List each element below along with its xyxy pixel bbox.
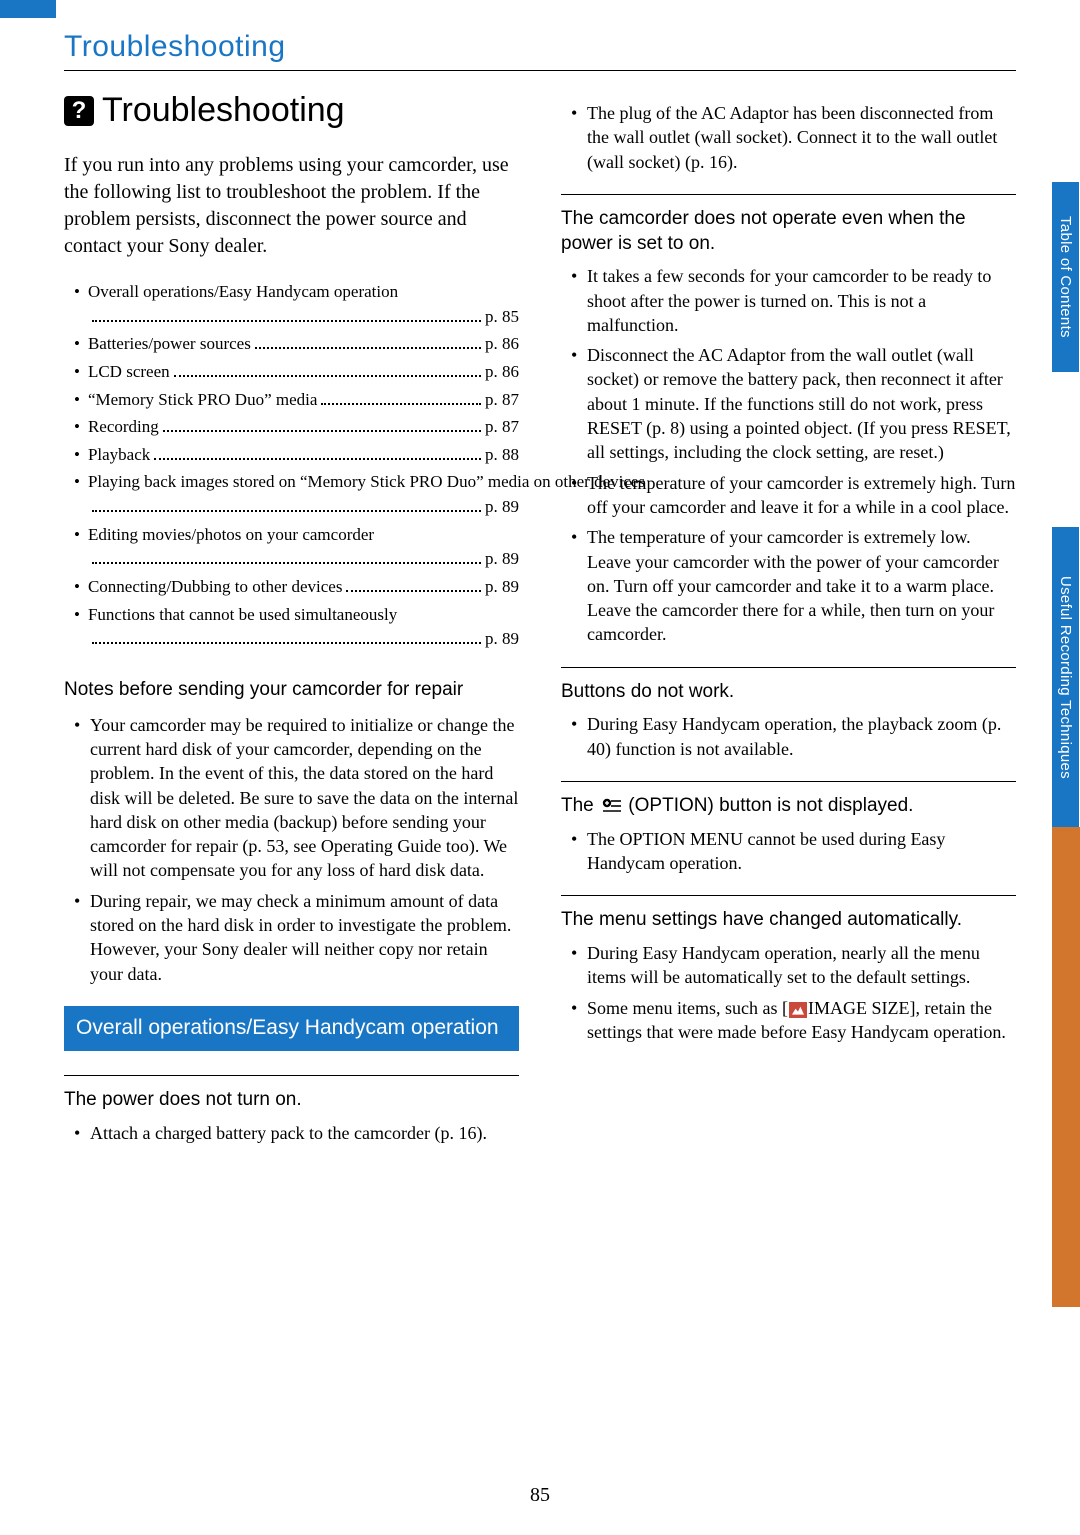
issue-bullets: During Easy Handycam operation, the play… [571,712,1016,761]
issues-left: The power does not turn on. Attach a char… [64,1075,519,1145]
header-accent [0,0,56,18]
issue-bullet: It takes a few seconds for your camcorde… [571,264,1016,337]
issue-divider [561,194,1016,195]
issue-bullets: During Easy Handycam operation, nearly a… [571,941,1016,1044]
toc-item[interactable]: Overall operations/Easy Handycam operati… [74,280,519,329]
option-icon [601,798,621,814]
issue-bullet: Disconnect the AC Adaptor from the wall … [571,343,1016,464]
page-content: Troubleshooting ? Troubleshooting If you… [0,0,1080,1165]
toc-page: p. 86 [485,360,519,385]
toc-page: p. 87 [485,388,519,413]
page-title: ? Troubleshooting [64,91,519,130]
toc-item[interactable]: Playing back images stored on “Memory St… [74,470,519,519]
toc-item[interactable]: Batteries/power sources p. 86 [74,332,519,357]
toc-item[interactable]: “Memory Stick PRO Duo” media p. 87 [74,388,519,413]
toc-label: Playback [88,443,150,468]
issue-title: The (OPTION) button is not displayed. [561,794,1016,819]
toc-dots [92,642,481,644]
chapter-divider [64,70,1016,71]
toc-dots [92,562,481,564]
section-bar: Overall operations/Easy Handycam operati… [64,1006,519,1051]
issue-bullet: During Easy Handycam operation, the play… [571,712,1016,761]
toc-label: Overall operations/Easy Handycam operati… [88,280,398,305]
toc-item[interactable]: Editing movies/photos on your camcorder p… [74,523,519,572]
left-column: ? Troubleshooting If you run into any pr… [64,85,519,1165]
toc-page: p. 89 [485,627,519,652]
issue-divider [561,781,1016,782]
issue-bullet: Some menu items, such as [IMAGE SIZE], r… [571,996,1016,1045]
toc-dots [321,403,481,405]
toc-label: Connecting/Dubbing to other devices [88,575,342,600]
notes-heading: Notes before sending your camcorder for … [64,678,519,703]
page-title-text: Troubleshooting [102,91,345,130]
toc-item[interactable]: LCD screen p. 86 [74,360,519,385]
issue-divider [561,667,1016,668]
issue-bullets-continued: The plug of the AC Adaptor has been disc… [571,101,1016,174]
toc-dots [92,320,481,322]
toc-list: Overall operations/Easy Handycam operati… [74,280,519,652]
toc-page: p. 89 [485,547,519,572]
issue-divider [64,1075,519,1076]
image-size-icon [789,1002,807,1018]
issue-bullet: During Easy Handycam operation, nearly a… [571,941,1016,990]
toc-page: p. 89 [485,575,519,600]
issue-bullets: Attach a charged battery pack to the cam… [74,1121,519,1145]
toc-item[interactable]: Functions that cannot be used simultaneo… [74,603,519,652]
question-icon: ? [64,96,94,126]
toc-page: p. 89 [485,495,519,520]
toc-page: p. 88 [485,443,519,468]
toc-item[interactable]: Playback p. 88 [74,443,519,468]
toc-label: LCD screen [88,360,170,385]
toc-dots [346,590,481,592]
toc-label: Batteries/power sources [88,332,251,357]
issue-bullet: The temperature of your camcorder is ext… [571,525,1016,646]
page-number: 85 [0,1484,1080,1507]
toc-label: Editing movies/photos on your camcorder [88,523,374,548]
note-item: Your camcorder may be required to initia… [74,713,519,883]
toc-label: Functions that cannot be used simultaneo… [88,603,397,628]
tab-useful-recording[interactable]: Useful Recording Techniques [1052,527,1079,827]
toc-page: p. 85 [485,305,519,330]
chapter-title: Troubleshooting [64,30,1016,64]
issue-divider [561,895,1016,896]
toc-dots [174,375,481,377]
issue-bullet: The temperature of your camcorder is ext… [571,471,1016,520]
toc-dots [92,510,481,512]
toc-dots [154,458,481,460]
toc-label: Recording [88,415,159,440]
tab-current-section[interactable] [1052,827,1080,1307]
issue-bullets: The OPTION MENU cannot be used during Ea… [571,827,1016,876]
tab-table-of-contents[interactable]: Table of Contents [1052,182,1079,372]
toc-item[interactable]: Recording p. 87 [74,415,519,440]
issue-title: The power does not turn on. [64,1088,519,1113]
issues-right: The camcorder does not operate even when… [561,194,1016,1044]
toc-dots [163,430,481,432]
intro-paragraph: If you run into any problems using your … [64,152,519,260]
issue-bullet: The plug of the AC Adaptor has been disc… [571,101,1016,174]
toc-page: p. 86 [485,332,519,357]
issue-title: Buttons do not work. [561,680,1016,705]
issue-title: The camcorder does not operate even when… [561,207,1016,256]
toc-dots [255,347,481,349]
toc-page: p. 87 [485,415,519,440]
right-column: The plug of the AC Adaptor has been disc… [561,85,1016,1165]
issue-bullet: Attach a charged battery pack to the cam… [74,1121,519,1145]
toc-item[interactable]: Connecting/Dubbing to other devices p. 89 [74,575,519,600]
issue-bullet: The OPTION MENU cannot be used during Ea… [571,827,1016,876]
notes-list: Your camcorder may be required to initia… [74,713,519,986]
toc-label: “Memory Stick PRO Duo” media [88,388,317,413]
side-tabs: Table of Contents Useful Recording Techn… [1052,182,1080,1307]
issue-title: The menu settings have changed automatic… [561,908,1016,933]
issue-bullets: It takes a few seconds for your camcorde… [571,264,1016,646]
two-column-layout: ? Troubleshooting If you run into any pr… [64,85,1016,1165]
note-item: During repair, we may check a minimum am… [74,889,519,986]
